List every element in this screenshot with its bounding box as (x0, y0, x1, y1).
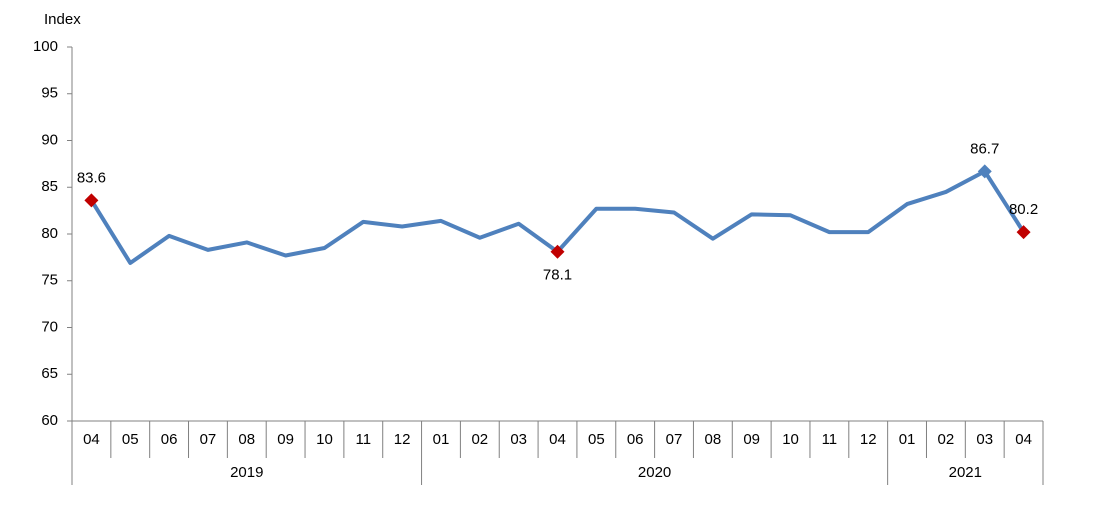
x-tick-label: 10 (316, 431, 333, 448)
data-marker (977, 164, 992, 179)
x-tick-label: 01 (433, 431, 450, 448)
data-label: 83.6 (77, 169, 106, 186)
data-marker (84, 193, 99, 208)
x-tick-label: 09 (743, 431, 760, 448)
x-tick-label: 12 (860, 431, 877, 448)
y-tick-label: 95 (41, 85, 58, 102)
x-tick-label: 08 (705, 431, 722, 448)
data-label: 80.2 (1009, 201, 1038, 218)
data-label: 78.1 (543, 267, 572, 284)
x-tick-label: 01 (899, 431, 916, 448)
x-tick-label: 06 (161, 431, 178, 448)
y-tick-label: 100 (33, 38, 58, 55)
data-marker (550, 244, 565, 259)
x-tick-label: 09 (277, 431, 294, 448)
x-tick-label: 04 (549, 431, 566, 448)
x-group-label: 2019 (230, 464, 263, 481)
x-tick-label: 03 (976, 431, 993, 448)
y-tick-label: 80 (41, 225, 58, 242)
data-marker (1016, 225, 1031, 240)
x-tick-label: 07 (666, 431, 683, 448)
x-tick-label: 04 (1015, 431, 1032, 448)
x-tick-label: 07 (200, 431, 217, 448)
y-tick-label: 70 (41, 318, 58, 335)
y-tick-label: 85 (41, 178, 58, 195)
x-tick-label: 11 (822, 431, 838, 448)
y-tick-label: 60 (41, 412, 58, 429)
x-tick-label: 06 (627, 431, 644, 448)
y-tick-label: 65 (41, 365, 58, 382)
x-tick-label: 05 (588, 431, 605, 448)
x-tick-label: 03 (510, 431, 527, 448)
x-tick-label: 04 (83, 431, 100, 448)
y-tick-label: 75 (41, 272, 58, 289)
data-label: 86.7 (970, 140, 999, 157)
x-tick-label: 02 (938, 431, 955, 448)
x-tick-label: 10 (782, 431, 799, 448)
x-tick-label: 02 (471, 431, 488, 448)
y-tick-label: 90 (41, 131, 58, 148)
x-tick-label: 08 (238, 431, 255, 448)
x-tick-label: 12 (394, 431, 411, 448)
x-group-label: 2020 (638, 464, 671, 481)
x-tick-label: 05 (122, 431, 139, 448)
y-axis-title: Index (44, 11, 81, 28)
x-group-label: 2021 (949, 464, 982, 481)
x-tick-label: 11 (356, 431, 372, 448)
